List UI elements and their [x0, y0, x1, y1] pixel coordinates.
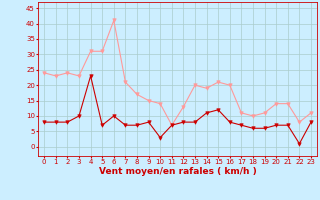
X-axis label: Vent moyen/en rafales ( km/h ): Vent moyen/en rafales ( km/h ): [99, 167, 256, 176]
